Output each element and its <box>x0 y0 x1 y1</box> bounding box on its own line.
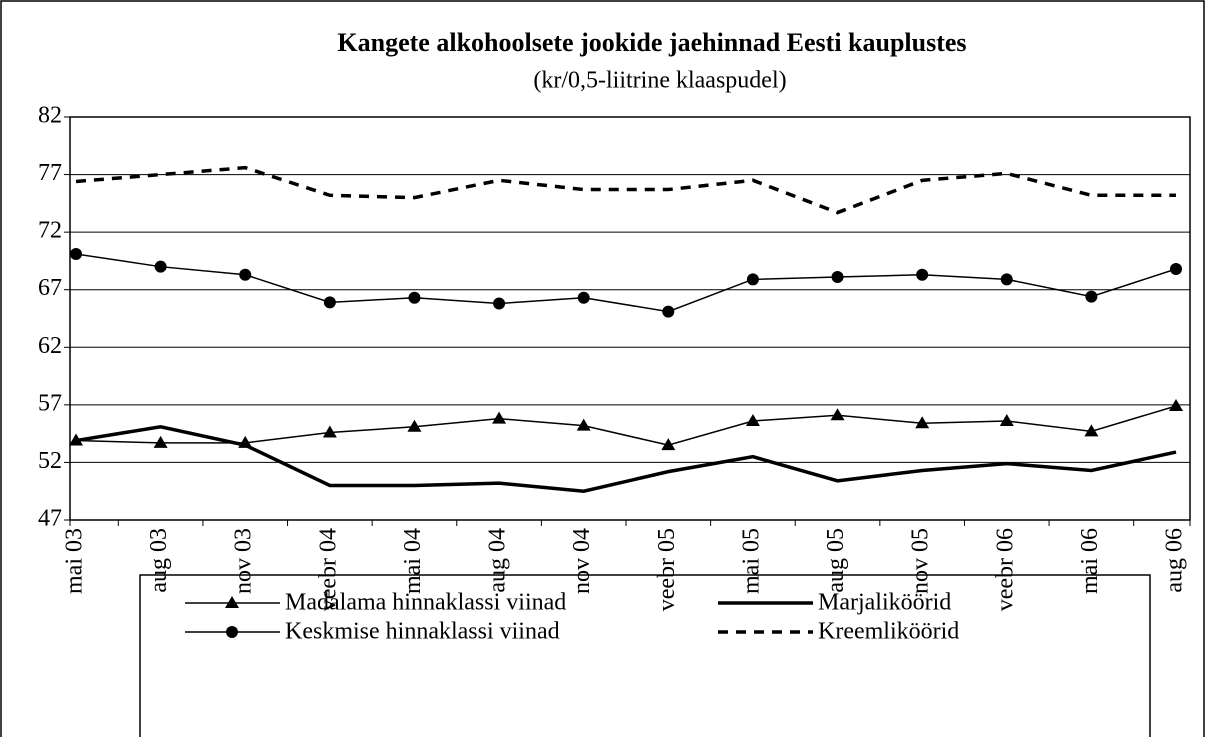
series-line <box>75 165 1176 215</box>
plot-area <box>69 116 1191 521</box>
chart-subtitle: (kr/0,5-liitrine klaaspudel) <box>533 68 786 94</box>
circle-marker <box>70 248 82 261</box>
x-tick-label: nov 05 <box>908 528 934 594</box>
series-line <box>75 253 1177 313</box>
circle-marker <box>1170 262 1182 275</box>
triangle-marker <box>225 596 239 608</box>
x-tick-label: aug 06 <box>1162 528 1188 593</box>
chart-title: Kangete alkohoolsete jookide jaehinnad E… <box>337 28 966 57</box>
circle-marker <box>916 268 929 281</box>
y-tick-label: 72 <box>38 218 62 244</box>
triangle-marker <box>492 411 507 424</box>
y-tick-label: 57 <box>38 390 62 416</box>
triangle-marker <box>915 416 930 429</box>
x-tick-label: mai 04 <box>400 528 426 594</box>
triangle-marker <box>407 419 422 432</box>
x-tick-label: mai 06 <box>1077 528 1103 594</box>
series-line <box>75 424 1177 493</box>
x-tick-label: nov 04 <box>569 528 595 594</box>
triangle-marker <box>1169 399 1183 412</box>
y-tick-label: 82 <box>38 103 62 129</box>
x-tick-label: nov 03 <box>231 528 257 594</box>
x-tick-label: veebr 05 <box>654 528 680 611</box>
y-tick-label: 77 <box>38 160 62 186</box>
triangle-marker <box>830 408 845 421</box>
y-tick-label: 52 <box>38 448 62 474</box>
x-tick-label: aug 03 <box>146 528 172 593</box>
circle-marker <box>746 273 759 286</box>
triangle-marker <box>745 413 760 426</box>
legend-label: Marjaliköörid <box>818 590 951 616</box>
triangle-marker <box>322 425 337 438</box>
triangle-marker <box>999 413 1014 426</box>
legend-label: Keskmise hinnaklassi viinad <box>285 619 560 645</box>
circle-marker <box>831 271 844 284</box>
circle-marker <box>408 291 421 304</box>
triangle-marker <box>661 438 676 451</box>
circle-marker <box>323 296 336 309</box>
series-line <box>75 405 1177 446</box>
x-tick-label: mai 05 <box>738 528 764 594</box>
circle-marker <box>662 305 675 318</box>
legend-label: Madalama hinnaklassi viinad <box>285 590 566 616</box>
y-tick-label: 62 <box>38 333 62 359</box>
circle-marker <box>493 297 506 310</box>
triangle-marker <box>1084 424 1099 437</box>
legend-box <box>139 574 1151 737</box>
circle-marker <box>226 626 238 638</box>
x-tick-label: veebr 06 <box>992 528 1018 611</box>
triangle-marker <box>576 418 591 431</box>
circle-marker <box>239 268 252 281</box>
y-tick-label: 67 <box>38 275 62 301</box>
x-tick-label: aug 05 <box>823 528 849 593</box>
legend-label: Kreemliköörid <box>818 619 959 645</box>
circle-marker <box>1085 290 1098 303</box>
x-tick-label: aug 04 <box>485 528 511 593</box>
triangle-marker <box>153 435 168 448</box>
circle-marker <box>577 291 590 304</box>
circle-marker <box>1000 273 1013 286</box>
x-tick-label: mai 03 <box>62 528 88 594</box>
y-tick-label: 47 <box>38 506 62 532</box>
x-tick-label: veebr 04 <box>315 528 341 611</box>
circle-marker <box>154 260 167 273</box>
